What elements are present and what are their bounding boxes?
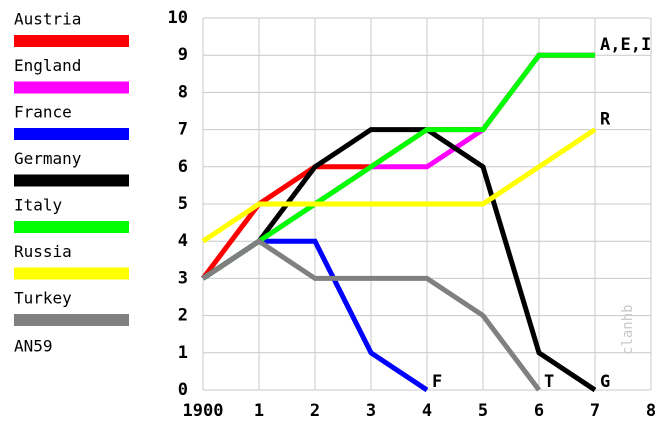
end-label: A,E,I: [600, 35, 651, 55]
x-tick-label: 6: [534, 401, 544, 421]
x-tick-label: 7: [590, 401, 600, 421]
legend-label: England: [14, 56, 81, 75]
x-tick-label: 1900: [183, 401, 224, 421]
y-tick-label: 3: [178, 268, 188, 288]
y-tick-label: 5: [178, 194, 188, 214]
y-tick-label: 2: [178, 306, 188, 326]
note: AN59: [14, 337, 53, 356]
watermark: clanhb: [620, 304, 636, 355]
x-tick-label: 5: [478, 401, 488, 421]
x-tick-label: 1: [254, 401, 264, 421]
series-line: [201, 127, 597, 393]
legend-swatch: [14, 35, 129, 47]
legend-label: Austria: [14, 10, 81, 29]
y-tick-label: 7: [178, 120, 188, 140]
end-label: R: [600, 110, 611, 130]
y-tick-label: 10: [168, 8, 188, 28]
x-tick-label: 3: [366, 401, 376, 421]
series-line: [201, 127, 597, 244]
legend-label: Germany: [14, 149, 82, 168]
y-tick-label: 8: [178, 82, 188, 102]
legend-label: Italy: [14, 196, 63, 215]
legend-label: France: [14, 103, 72, 122]
legend-swatch: [14, 221, 129, 233]
end-label: T: [544, 372, 554, 392]
y-tick-label: 9: [178, 45, 188, 65]
legend-swatch: [14, 314, 129, 326]
end-label: G: [600, 372, 610, 392]
legend-swatch: [14, 174, 129, 187]
legend-swatch: [14, 81, 129, 94]
y-tick-label: 0: [178, 380, 188, 400]
y-tick-label: 6: [178, 157, 188, 177]
x-tick-label: 2: [310, 401, 320, 421]
y-tick-label: 1: [178, 343, 188, 363]
x-tick-label: 8: [646, 401, 656, 421]
series-line: [201, 52, 595, 281]
legend-label: Russia: [14, 242, 72, 261]
series-line: [201, 238, 541, 392]
legend-swatch: [14, 128, 129, 140]
x-tick-label: 4: [422, 401, 432, 421]
y-tick-label: 4: [178, 231, 188, 251]
legend-swatch: [14, 267, 129, 280]
legend-label: Turkey: [14, 289, 72, 308]
end-label: F: [432, 372, 442, 392]
